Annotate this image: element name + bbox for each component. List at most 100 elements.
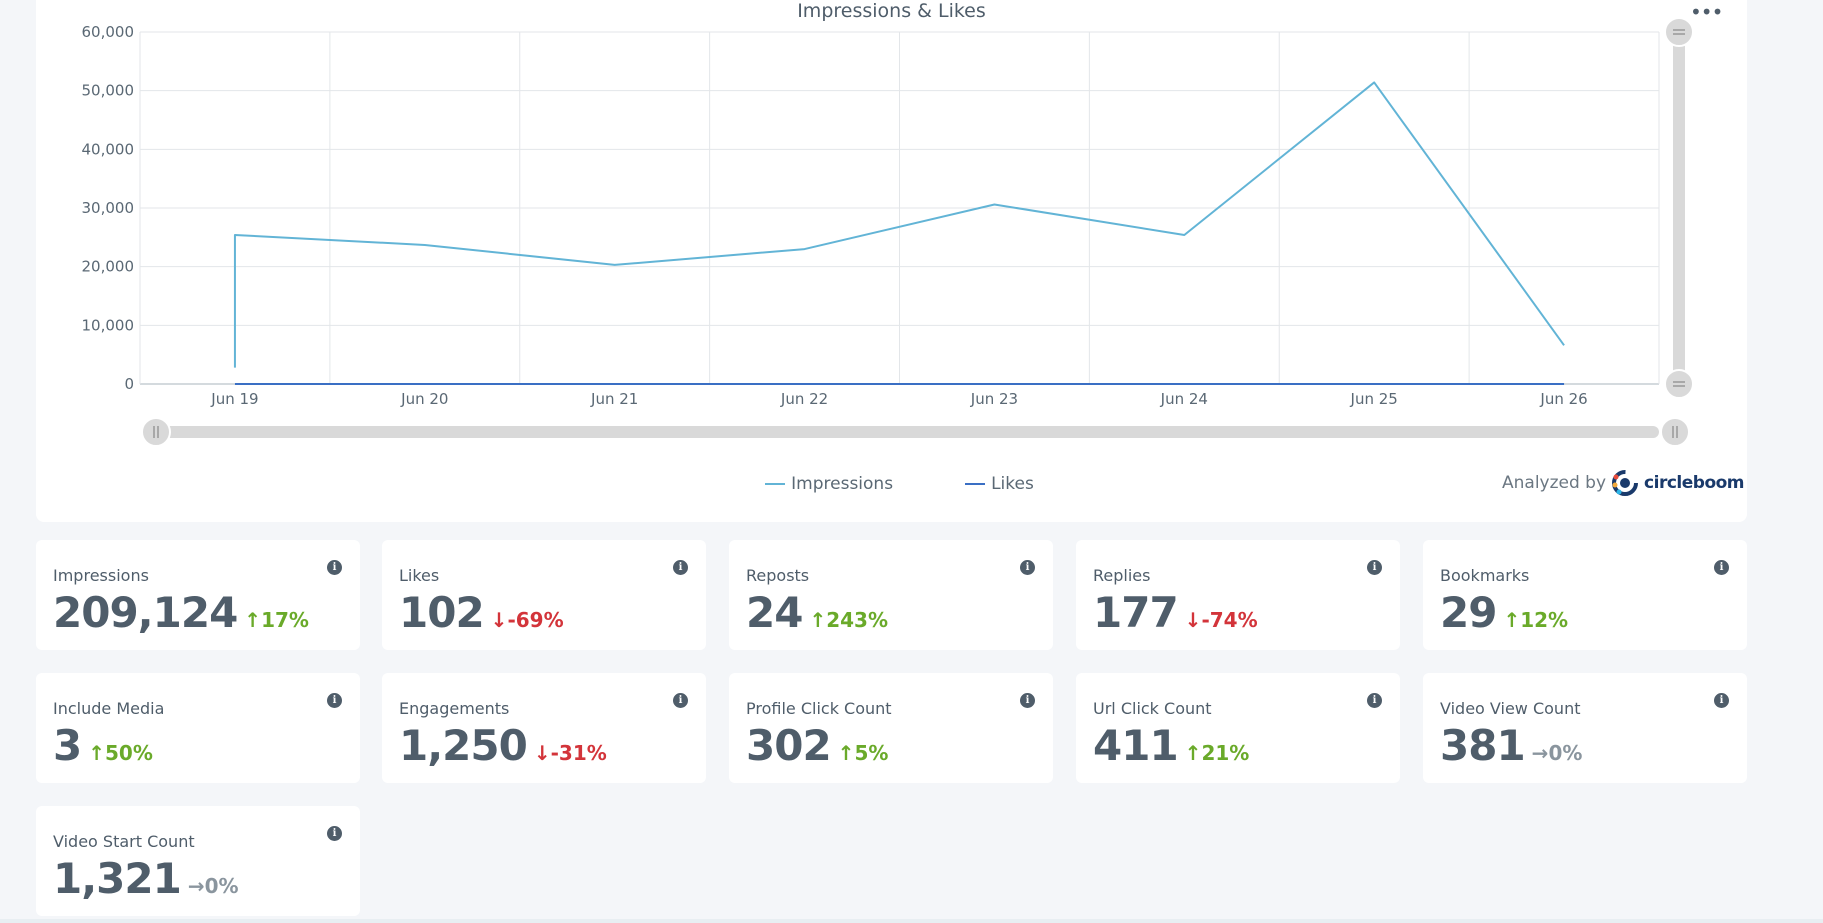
- analyzed-by-text: Analyzed by: [1502, 473, 1607, 493]
- stat-change-value: 17%: [261, 608, 309, 632]
- stat-card-profile-click-count: Profile Click Count i 302 ↑5%: [729, 673, 1053, 783]
- zoom-handle-top[interactable]: [1664, 17, 1694, 47]
- stat-value: 24: [746, 588, 803, 637]
- x-tick-label: Jun 25: [1350, 390, 1398, 408]
- info-icon[interactable]: i: [1367, 693, 1382, 708]
- stat-value: 411: [1093, 721, 1179, 770]
- zoom-handle-right[interactable]: [1660, 417, 1690, 447]
- info-icon[interactable]: i: [327, 560, 342, 575]
- analyzed-by-brand[interactable]: Analyzed by circleboom: [1502, 470, 1745, 496]
- zoom-handle-left[interactable]: [141, 417, 171, 447]
- y-tick-label: 20,000: [82, 258, 135, 276]
- chart-card: Impressions & Likes ••• 0 10,000 20,000 30,…: [36, 0, 1747, 522]
- stat-value-row: 102 ↓-69%: [399, 588, 564, 637]
- stat-value-row: 3 ↑50%: [53, 721, 153, 770]
- stat-label: Include Media: [53, 699, 165, 718]
- info-icon[interactable]: i: [673, 693, 688, 708]
- stat-change-value: 5%: [854, 741, 889, 765]
- stat-change-value: 243%: [826, 608, 889, 632]
- stat-card-include-media: Include Media i 3 ↑50%: [36, 673, 360, 783]
- info-icon[interactable]: i: [1714, 560, 1729, 575]
- y-tick-label: 40,000: [82, 140, 135, 158]
- stat-change-value: -31%: [550, 741, 607, 765]
- info-icon[interactable]: i: [327, 693, 342, 708]
- y-tick-label: 60,000: [82, 23, 135, 41]
- y-tick-label: 0: [124, 375, 134, 393]
- legend-label: Likes: [991, 474, 1034, 494]
- stat-value-row: 381 →0%: [1440, 721, 1582, 770]
- stat-change: ↑21%: [1184, 741, 1250, 765]
- stat-value: 29: [1440, 588, 1497, 637]
- stat-card-engagements: Engagements i 1,250 ↓-31%: [382, 673, 706, 783]
- stat-label: Likes: [399, 566, 440, 585]
- stat-card-bookmarks: Bookmarks i 29 ↑12%: [1423, 540, 1747, 650]
- vertical-zoom-track: [1673, 32, 1685, 384]
- circleboom-logo-icon: [1612, 470, 1639, 496]
- stat-value: 209,124: [53, 588, 238, 637]
- stat-value-row: 411 ↑21%: [1093, 721, 1249, 770]
- stat-card-video-view-count: Video View Count i 381 →0%: [1423, 673, 1747, 783]
- info-icon[interactable]: i: [1367, 560, 1382, 575]
- stat-label: Impressions: [53, 566, 149, 585]
- stat-value: 302: [746, 721, 832, 770]
- stat-label: Video Start Count: [53, 832, 195, 851]
- stat-card-impressions: Impressions i 209,124 ↑17%: [36, 540, 360, 650]
- stat-change: ↑5%: [837, 741, 889, 765]
- stat-change: →0%: [1531, 741, 1583, 765]
- x-tick-label: Jun 21: [590, 390, 638, 408]
- info-icon[interactable]: i: [1020, 693, 1035, 708]
- stat-card-video-start-count: Video Start Count i 1,321 →0%: [36, 806, 360, 916]
- y-tick-label: 50,000: [82, 82, 135, 100]
- stat-value-row: 1,250 ↓-31%: [399, 721, 607, 770]
- stat-change: ↓-31%: [533, 741, 607, 765]
- legend-swatch-icon: [965, 483, 986, 485]
- x-tick-label: Jun 24: [1160, 390, 1208, 408]
- y-tick-label: 10,000: [82, 316, 135, 334]
- stat-label: Url Click Count: [1093, 699, 1212, 718]
- stat-change: ↑50%: [88, 741, 153, 765]
- info-icon[interactable]: i: [327, 826, 342, 841]
- stat-change: ↓-69%: [490, 608, 564, 632]
- stat-value-row: 209,124 ↑17%: [53, 588, 309, 637]
- info-icon[interactable]: i: [673, 560, 688, 575]
- stat-label: Reposts: [746, 566, 810, 585]
- stat-value-row: 29 ↑12%: [1440, 588, 1568, 637]
- stat-change-value: 50%: [105, 741, 153, 765]
- stat-change-value: 0%: [1548, 741, 1583, 765]
- more-dots-icon[interactable]: •••: [1690, 0, 1723, 24]
- stat-label: Video View Count: [1440, 699, 1581, 718]
- stat-card-likes: Likes i 102 ↓-69%: [382, 540, 706, 650]
- stat-label: Profile Click Count: [746, 699, 892, 718]
- stat-value-row: 1,321 →0%: [53, 854, 239, 903]
- info-icon[interactable]: i: [1020, 560, 1035, 575]
- info-icon[interactable]: i: [1714, 693, 1729, 708]
- x-tick-label: Jun 26: [1539, 390, 1587, 408]
- brand-name: circleboom: [1644, 473, 1745, 493]
- legend-item-likes[interactable]: Likes: [965, 474, 1034, 494]
- stat-value: 177: [1093, 588, 1179, 637]
- x-tick-label: Jun 23: [970, 390, 1018, 408]
- stat-card-reposts: Reposts i 24 ↑243%: [729, 540, 1053, 650]
- stat-value: 1,321: [53, 854, 182, 903]
- stat-change: →0%: [187, 874, 239, 898]
- legend-item-impressions[interactable]: Impressions: [765, 474, 893, 494]
- stat-label: Bookmarks: [1440, 566, 1530, 585]
- line-chart: 0 10,000 20,000 30,000 40,000 50,000 60,000 Jun…: [82, 17, 1694, 447]
- stat-change-value: 21%: [1201, 741, 1250, 765]
- x-tick-label: Jun 20: [400, 390, 448, 408]
- stat-change-value: -69%: [507, 608, 564, 632]
- stat-change: ↓-74%: [1184, 608, 1258, 632]
- stat-value-row: 24 ↑243%: [746, 588, 888, 637]
- stat-label: Engagements: [399, 699, 510, 718]
- stat-card-replies: Replies i 177 ↓-74%: [1076, 540, 1400, 650]
- zoom-handle-bottom[interactable]: [1664, 369, 1694, 399]
- stat-value: 1,250: [399, 721, 528, 770]
- page-bottom-border: [0, 919, 1823, 923]
- stat-label: Replies: [1093, 566, 1151, 585]
- horizontal-zoom-track: [160, 426, 1659, 438]
- stat-card-url-click-count: Url Click Count i 411 ↑21%: [1076, 673, 1400, 783]
- chart-title: Impressions & Likes: [797, 0, 986, 22]
- legend-label: Impressions: [791, 474, 894, 494]
- stat-value: 381: [1440, 721, 1526, 770]
- y-tick-label: 30,000: [82, 199, 135, 217]
